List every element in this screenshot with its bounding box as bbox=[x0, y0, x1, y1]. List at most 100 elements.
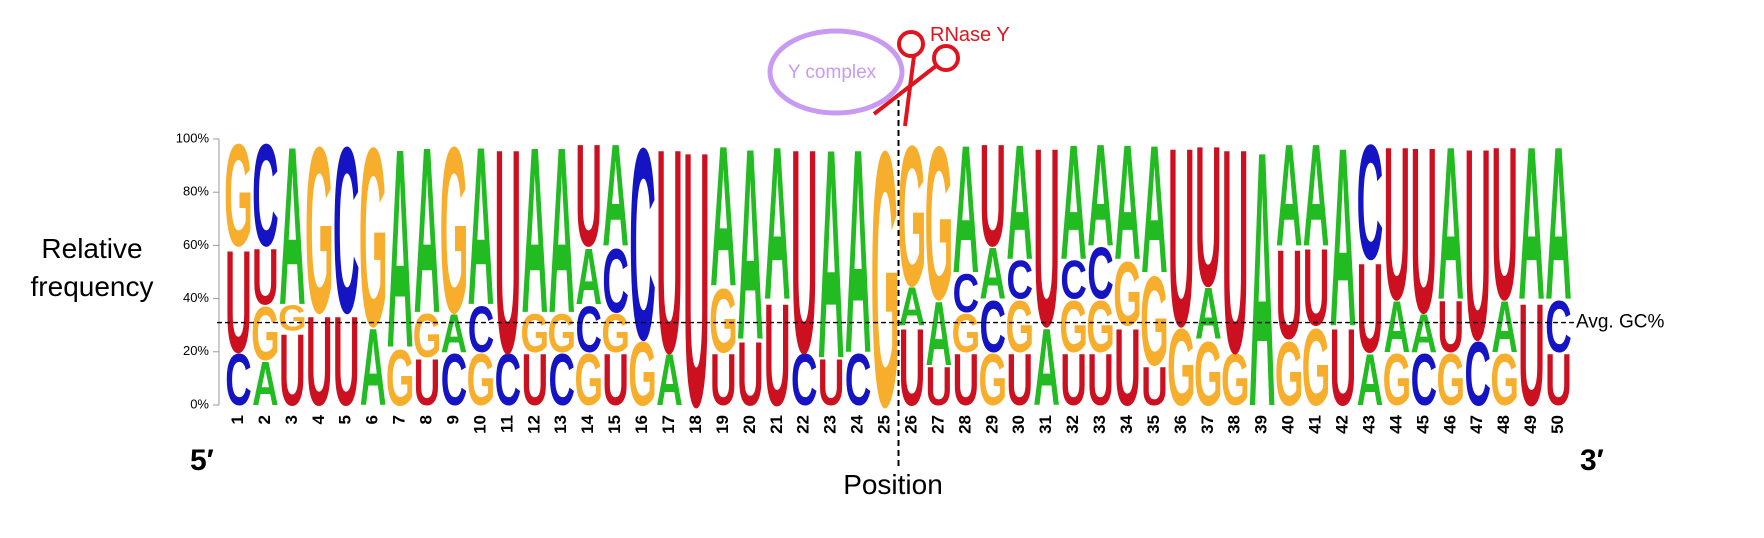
x-tick-label: 37 bbox=[1198, 415, 1217, 434]
logo-letter: U bbox=[1438, 287, 1464, 368]
x-tick-label: 47 bbox=[1467, 415, 1486, 434]
x-tick-label: 38 bbox=[1225, 415, 1244, 434]
logo-letter: A bbox=[441, 302, 467, 363]
logo-letter: U bbox=[1141, 356, 1167, 417]
logo-letter: A bbox=[387, 90, 413, 407]
logo-letter: A bbox=[953, 107, 979, 311]
x-tick-label: 33 bbox=[1090, 415, 1109, 434]
logo-letter: A bbox=[926, 282, 952, 384]
five-prime-label: 5′ bbox=[190, 444, 214, 477]
logo-letter: C bbox=[1087, 234, 1113, 315]
three-prime-label: 3′ bbox=[1580, 444, 1604, 477]
x-tick-label: 22 bbox=[794, 415, 813, 434]
logo-letter: C bbox=[441, 341, 467, 422]
x-tick-label: 25 bbox=[875, 415, 894, 434]
logo-letter: C bbox=[845, 341, 871, 422]
x-tick-label: 45 bbox=[1413, 415, 1432, 434]
logo-letter: G bbox=[979, 341, 1008, 422]
logo-letter: C bbox=[980, 287, 1006, 368]
x-tick-label: 48 bbox=[1494, 415, 1513, 434]
logo-letter: U bbox=[737, 322, 763, 424]
logo-letter: A bbox=[360, 307, 386, 429]
logo-letter: G bbox=[1167, 307, 1196, 429]
logo-letter: U bbox=[252, 233, 278, 322]
logo-letter: U bbox=[522, 341, 548, 422]
logo-letter: G bbox=[628, 322, 657, 424]
scissors bbox=[872, 30, 960, 127]
logo-letter: C bbox=[791, 341, 817, 422]
logo-letter: U bbox=[1330, 307, 1356, 429]
logo-letter: C bbox=[575, 294, 601, 367]
avg-gc-label: Avg. GC% bbox=[1576, 312, 1664, 333]
logo-letter: U bbox=[1276, 223, 1302, 366]
x-tick-label: 28 bbox=[955, 415, 974, 434]
logo-letter: U bbox=[683, 76, 709, 483]
logo-letter: U bbox=[818, 347, 844, 420]
logo-letter: U bbox=[279, 315, 305, 428]
x-tick-label: 18 bbox=[686, 415, 705, 434]
logo-letter: G bbox=[413, 301, 442, 370]
logo-letter: C bbox=[549, 341, 575, 422]
logo-letter: A bbox=[252, 349, 278, 418]
logo-letter: U bbox=[575, 114, 601, 277]
complex-label: Y complex bbox=[788, 62, 877, 83]
logo-letter: G bbox=[305, 98, 334, 362]
y-tick-label: 80% bbox=[183, 184, 209, 199]
logo-letter: A bbox=[1330, 94, 1356, 380]
logo-letter: U bbox=[1545, 341, 1571, 422]
logo-letter: G bbox=[547, 302, 576, 363]
x-tick-label: 4 bbox=[309, 414, 328, 424]
logo-letter: U bbox=[1518, 273, 1544, 436]
logo-letter: U bbox=[899, 307, 925, 429]
logo-letter: U bbox=[602, 341, 628, 422]
logo-letter: G bbox=[1086, 287, 1115, 368]
logo-letter: G bbox=[898, 104, 927, 328]
logo-letter: A bbox=[1060, 111, 1086, 295]
logo-letter: C bbox=[1545, 287, 1571, 368]
x-tick-label: 1 bbox=[228, 415, 247, 424]
logo-letter: C bbox=[495, 341, 521, 422]
logo-letter: C bbox=[333, 98, 359, 362]
logo-letter: G bbox=[224, 114, 253, 277]
x-tick-label: 5 bbox=[336, 415, 355, 424]
logo-letter: G bbox=[251, 291, 280, 376]
x-tick-label: 26 bbox=[901, 415, 920, 434]
x-tick-label: 40 bbox=[1279, 415, 1298, 434]
logo-letter: C bbox=[252, 114, 278, 277]
logo-letter: U bbox=[1222, 89, 1248, 415]
logo-letter: U bbox=[1411, 98, 1437, 362]
logo-letter: A bbox=[1087, 114, 1113, 277]
logo-letter: A bbox=[980, 234, 1006, 315]
logo-letter: A bbox=[710, 104, 736, 328]
y-tick-label: 40% bbox=[183, 290, 209, 305]
x-tick-label: 32 bbox=[1063, 415, 1082, 434]
x-tick-label: 36 bbox=[1171, 415, 1190, 434]
logo-letter: U bbox=[1006, 341, 1032, 422]
x-tick-label: 10 bbox=[470, 415, 489, 434]
y-tick-label: 60% bbox=[183, 237, 209, 252]
x-tick-label: 39 bbox=[1252, 415, 1271, 434]
x-tick-label: 19 bbox=[713, 415, 732, 434]
logo-letter: A bbox=[1276, 114, 1302, 277]
x-tick-label: 16 bbox=[632, 415, 651, 434]
logo-letter: C bbox=[953, 263, 979, 324]
x-tick-label: 43 bbox=[1359, 415, 1378, 434]
logo-letter: U bbox=[1464, 92, 1490, 398]
logo-letter: C bbox=[1411, 341, 1437, 422]
logo-letter: U bbox=[1195, 104, 1221, 328]
x-tick-label: 12 bbox=[524, 415, 543, 434]
logo-letter: G bbox=[440, 98, 469, 362]
logo-letter: A bbox=[737, 92, 763, 398]
logo-letter: U bbox=[333, 289, 359, 432]
logo-letter: A bbox=[1545, 102, 1571, 346]
x-tick-label: 2 bbox=[255, 415, 274, 424]
logo-letter: C bbox=[629, 92, 655, 398]
logo-letter: G bbox=[521, 302, 550, 363]
x-tick-label: 34 bbox=[1117, 414, 1136, 433]
logo-letter: A bbox=[549, 98, 575, 362]
logo-letter: G bbox=[601, 302, 630, 363]
logo-letter: G bbox=[709, 269, 738, 371]
logo-letter: G bbox=[952, 302, 981, 363]
logo-letter: U bbox=[306, 289, 332, 432]
